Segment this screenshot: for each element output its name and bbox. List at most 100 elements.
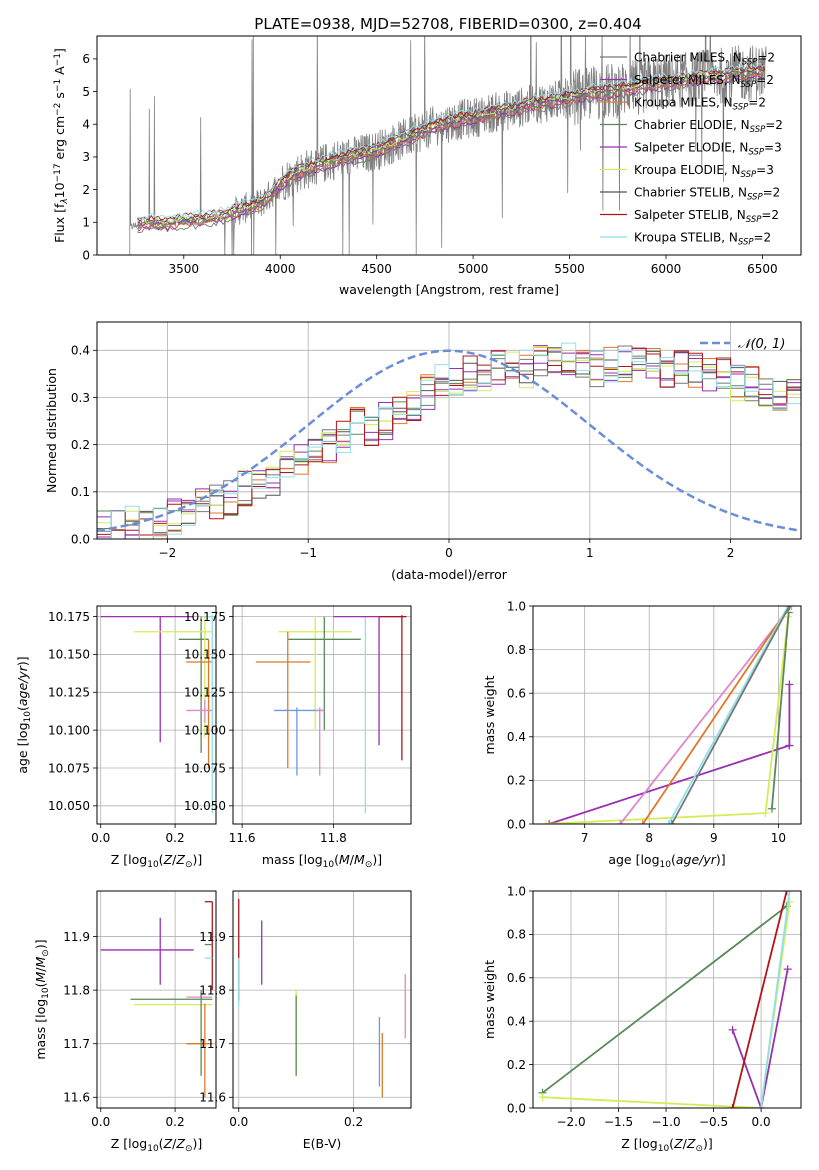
y-axis-label: mass weight bbox=[482, 960, 497, 1039]
data-age_vs_Z bbox=[100, 615, 213, 814]
axes-frame bbox=[232, 605, 412, 825]
x-tick-label: 7 bbox=[581, 831, 589, 845]
y-tick-label: 10.175 bbox=[48, 610, 90, 624]
y-tick-label: 0.0 bbox=[507, 817, 526, 831]
panel-massweight_vs_age: 7 8 9 10 0.0 0.2 0.4 0.6 0.8 1.0 age [log10(age/yr… bbox=[482, 599, 802, 870]
series-km bbox=[642, 606, 791, 824]
x-axis-label: E(B-V) bbox=[303, 1136, 342, 1151]
x-tick-label: 6500 bbox=[747, 262, 778, 276]
y-tick-label: 0.0 bbox=[507, 1101, 526, 1115]
histogram-ss bbox=[97, 347, 801, 536]
histogram-ks bbox=[97, 342, 801, 539]
axes-frame bbox=[96, 321, 802, 540]
data-mass_vs_Z bbox=[100, 901, 213, 1098]
x-tick-label: −1.5 bbox=[604, 1115, 633, 1129]
x-tick-label: 6000 bbox=[651, 262, 682, 276]
legend-label: Chabrier STELIB, NSSP=2 bbox=[634, 186, 780, 203]
model-line-cs bbox=[137, 66, 765, 223]
x-axis-label: Z [log10(Z/Z⊙)] bbox=[621, 1136, 713, 1154]
plot-area-age_vs_mass bbox=[233, 606, 411, 824]
x-tick-label: 4000 bbox=[265, 262, 296, 276]
x-tick-label: 0.0 bbox=[91, 831, 110, 845]
x-tick-label: 8 bbox=[645, 831, 653, 845]
x-tick-label: −0.5 bbox=[699, 1115, 728, 1129]
series-ks bbox=[667, 606, 789, 824]
data-mass_vs_EBV bbox=[238, 899, 406, 1098]
y-tick-label: 11.7 bbox=[199, 1037, 226, 1051]
y-tick-label: 10.125 bbox=[48, 686, 90, 700]
panel-spectrum: 3500 4000 4500 5000 5500 6000 6500 0 1 2 3 4 5 6 Chabr… bbox=[52, 35, 802, 297]
x-tick-label: 5500 bbox=[554, 262, 585, 276]
y-tick-label: 0.0 bbox=[71, 532, 90, 546]
x-tick-label: −2 bbox=[159, 546, 177, 560]
x-tick-label: 2 bbox=[727, 546, 735, 560]
histogram-sm bbox=[97, 348, 801, 539]
y-tick-label: 0.4 bbox=[71, 344, 90, 358]
plot-area-age_vs_Z bbox=[97, 606, 216, 824]
y-tick-label: 10.050 bbox=[184, 799, 226, 813]
y-tick-label: 0.8 bbox=[507, 928, 526, 942]
x-tick-label: −1.0 bbox=[651, 1115, 680, 1129]
x-tick-label: 0.2 bbox=[344, 1115, 363, 1129]
panel-mass_vs_EBV: 0.0 0.2 11.6 11.7 11.8 11.9 E(B-V) bbox=[199, 890, 412, 1151]
model-line-se bbox=[137, 69, 765, 227]
y-tick-label: 11.6 bbox=[199, 1091, 226, 1105]
axes-frame bbox=[96, 35, 802, 256]
y-tick-label: 1 bbox=[82, 216, 90, 230]
y-axis-label: Normed distribution bbox=[44, 368, 59, 493]
y-tick-label: 10.150 bbox=[184, 648, 226, 662]
y-tick-label: 10.150 bbox=[48, 648, 90, 662]
data-massweight_vs_Z bbox=[538, 891, 794, 1108]
legend-label: Kroupa MILES, NSSP=2 bbox=[634, 96, 766, 113]
y-tick-label: 0.8 bbox=[507, 643, 526, 657]
y-tick-label: 10.125 bbox=[184, 686, 226, 700]
y-tick-label: 10.100 bbox=[184, 723, 226, 737]
x-tick-label: 5000 bbox=[458, 262, 489, 276]
x-axis-label: wavelength [Angstrom, rest frame] bbox=[339, 282, 559, 297]
x-tick-label: 4500 bbox=[361, 262, 392, 276]
legend-label: Kroupa STELIB, NSSP=2 bbox=[634, 231, 771, 248]
y-tick-label: 10.175 bbox=[184, 610, 226, 624]
legend-label: Salpeter MILES, NSSP=2 bbox=[634, 73, 774, 90]
x-tick-label: 9 bbox=[710, 831, 718, 845]
panel-age_vs_mass: 11.6 11.8 10.050 10.075 10.100 10.125 10.150 10… bbox=[184, 605, 412, 870]
legend-label: Chabrier ELODIE, NSSP=2 bbox=[634, 118, 783, 135]
series-ks bbox=[760, 891, 791, 1108]
grid-age_vs_mass bbox=[233, 606, 411, 824]
residual-legend: 𝒩(0, 1) bbox=[700, 337, 785, 352]
panel-age_vs_Z: 0.0 0.2 10.050 10.075 10.100 10.125 10.150 10.1… bbox=[15, 605, 217, 870]
y-tick-label: 2 bbox=[82, 183, 90, 197]
plot-area-massweight_vs_age bbox=[533, 606, 801, 824]
y-axis-label: mass [log10(M/M⊙)] bbox=[33, 939, 51, 1059]
figure-title: PLATE=0938, MJD=52708, FIBERID=0300, z=0… bbox=[254, 15, 641, 33]
y-tick-label: 0.2 bbox=[507, 1058, 526, 1072]
y-axis-label: Flux [fλ10−17 erg cm−2 s−1 A−1] bbox=[52, 48, 70, 243]
series-sm bbox=[731, 968, 789, 1108]
x-tick-label: 1 bbox=[586, 546, 594, 560]
y-tick-label: 11.7 bbox=[63, 1037, 90, 1051]
series-extra_pink bbox=[619, 606, 793, 824]
axes-frame bbox=[532, 605, 802, 825]
data-residuals bbox=[97, 342, 801, 539]
x-tick-label: 10 bbox=[771, 831, 786, 845]
y-tick-label: 11.8 bbox=[63, 983, 90, 997]
x-tick-label: 0.0 bbox=[91, 1115, 110, 1129]
x-axis-label: Z [log10(Z/Z⊙)] bbox=[111, 1136, 203, 1154]
normal-curve bbox=[97, 349, 799, 532]
x-tick-label: 3500 bbox=[169, 262, 200, 276]
legend-label: Salpeter ELODIE, NSSP=3 bbox=[634, 141, 782, 158]
legend-label: Salpeter STELIB, NSSP=2 bbox=[634, 208, 779, 225]
x-tick-label: 0.0 bbox=[229, 1115, 248, 1129]
y-axis-label: mass weight bbox=[482, 675, 497, 754]
series-ce bbox=[541, 905, 788, 1094]
spectrum-legend: Chabrier MILES, NSSP=2 Salpeter MILES, NS… bbox=[600, 51, 783, 248]
plots-layer: 3500 4000 4500 5000 5500 6000 6500 0 1 2 3 4 5 6 Chabr… bbox=[15, 35, 802, 1154]
panel-residuals: −2 −1 0 1 2 0.0 0.1 0.2 0.3 0.4 𝒩(0, 1) (data-model… bbox=[44, 321, 802, 582]
data-spectrum bbox=[129, 36, 767, 255]
legend-label: Kroupa ELODIE, NSSP=3 bbox=[634, 163, 774, 180]
plot-area-mass_vs_EBV bbox=[233, 891, 411, 1108]
panel-mass_vs_Z: 0.0 0.2 11.6 11.7 11.8 11.9 Z [log10(Z/Z⊙)] mas… bbox=[33, 890, 217, 1154]
y-tick-label: 3 bbox=[82, 150, 90, 164]
y-tick-label: 0.4 bbox=[507, 730, 526, 744]
y-tick-label: 0.2 bbox=[71, 438, 90, 452]
